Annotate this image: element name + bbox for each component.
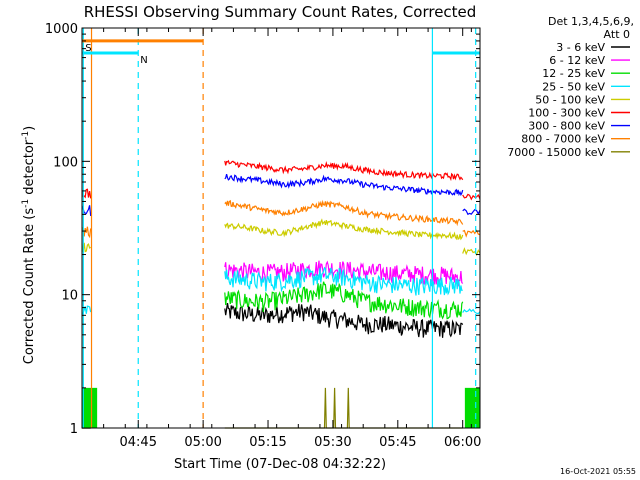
x-tick-label: 05:45 — [379, 435, 416, 450]
legend-entry-label: 50 - 100 keV — [535, 93, 605, 106]
x-tick-label: 05:15 — [249, 435, 286, 450]
y-tick-label: 1000 — [45, 22, 78, 37]
series-burst-12-25-kev — [464, 387, 480, 428]
legend-entry-label: 12 - 25 keV — [542, 67, 605, 80]
y-axis-label: Corrected Count Rate (s-1 detector-1) — [21, 126, 37, 364]
series-line-6-12-kev — [224, 260, 464, 287]
x-tick-label: 05:00 — [184, 435, 221, 450]
series-post-800-7000-kev — [462, 229, 481, 238]
legend-entry-label: 7000 - 15000 keV — [507, 146, 605, 159]
legend-entry-label: 300 - 800 keV — [528, 120, 605, 133]
series-line-3-6-kev — [224, 303, 464, 338]
flag-label: S — [85, 43, 91, 54]
legend-entry-label: 6 - 12 keV — [549, 54, 605, 67]
x-axis-label: Start Time (07-Dec-08 04:32:22) — [174, 457, 386, 472]
series-line-7000-15000-kev — [224, 387, 463, 429]
series-burst-12-25-kev — [82, 387, 98, 428]
series-post-300-800-kev — [462, 208, 481, 216]
x-tick-label: 04:45 — [120, 435, 157, 450]
series-line-800-7000-kev — [224, 199, 464, 227]
series-line-50-100-kev — [224, 218, 464, 241]
x-tick-label: 06:00 — [444, 435, 481, 450]
series-line-12-25-kev — [224, 281, 464, 320]
y-tick-label: 10 — [61, 289, 78, 304]
y-tick-label: 1 — [70, 422, 78, 437]
legend-entry-label: 25 - 50 keV — [542, 80, 605, 93]
series-post-25-50-kev — [462, 308, 481, 315]
plot-area: S N 04:45 05:00 05:15 05:30 05:45 06:00 1 10 100 10… — [45, 22, 482, 450]
plot-frame — [81, 27, 481, 429]
series-post-100-300-kev — [462, 193, 481, 201]
legend-entry-label: 3 - 6 keV — [556, 41, 605, 54]
series-line-25-50-kev — [224, 266, 463, 296]
series-post-50-100-kev — [462, 247, 481, 257]
y-tick-label: 100 — [53, 155, 78, 170]
chart-title: RHESSI Observing Summary Count Rates, Co… — [84, 3, 477, 21]
footer-timestamp: 16-Oct-2021 05:55 — [560, 467, 636, 476]
legend-entry-label: 100 - 300 keV — [528, 107, 605, 120]
legend-header-detectors: Det 1,3,4,5,6,9, — [548, 15, 634, 28]
series-line-100-300-kev — [224, 159, 464, 182]
x-tick-label: 05:30 — [314, 435, 351, 450]
legend-entry-label: 800 - 7000 keV — [521, 133, 605, 146]
series-line-300-800-kev — [224, 173, 464, 197]
legend-header-attenuator: Att 0 — [604, 28, 630, 41]
flag-label: N — [140, 55, 147, 66]
